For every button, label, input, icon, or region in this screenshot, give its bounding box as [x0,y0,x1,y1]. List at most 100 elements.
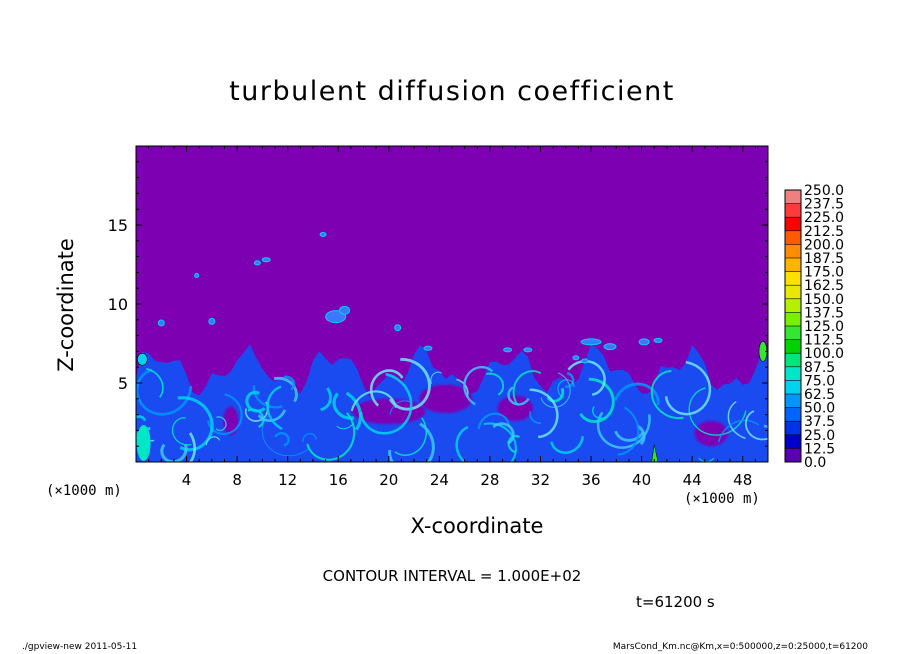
eddy-streak [591,406,611,420]
colorbar-label: 0.0 [804,455,826,471]
colorbar-swatch [785,448,801,462]
eddy-streak [430,371,442,384]
eddy-streak [388,422,435,462]
colorbar-swatch [785,271,801,286]
colorbar-swatch [785,258,801,272]
eddy-streak [664,360,712,416]
x-tick-label: 36 [581,471,600,489]
eddy-streak [492,422,515,445]
colorbar-label: 175.0 [804,265,844,281]
turbulent-spot [325,310,347,324]
colorbar-label: 112.5 [804,333,844,349]
colorbar-swatch [785,244,801,258]
colorbar-swatch [785,326,801,340]
eddy-streak [529,411,541,424]
eddy-streak [617,406,640,456]
x-unit-label-right: (×1000 m) [684,491,760,507]
eddy-streak [744,410,768,441]
turbulent-spot [653,337,663,343]
eddy-streak [512,370,542,405]
calm-region [223,406,239,436]
colorbar-label: 162.5 [804,278,844,294]
colorbar: 250.0237.5225.0212.5200.0187.5175.0162.5… [784,183,844,471]
eddy-streak [350,390,397,412]
x-tick-label: 44 [683,471,702,489]
eddy-streak [507,386,530,406]
turbulent-spot [581,358,589,364]
x-tick-label: 20 [379,471,398,489]
eddy-streak [507,434,520,454]
colorbar-label: 37.5 [804,414,835,430]
eddy-streak [283,375,296,391]
y-axis-ticks: 5 10 15 [108,161,768,447]
x-tick-label: 28 [480,471,499,489]
time-label: t=61200 s [636,593,715,611]
colorbar-label: 75.0 [804,373,835,389]
eddy-streak [456,378,469,398]
colorbar-label: 150.0 [804,292,844,308]
footer-data-source: MarsCond_Km.nc@Km,x=0:500000,z=0:25000,t… [612,642,868,652]
eddy-streak [567,359,606,396]
x-axis-ticks: 4 8 12 16 20 24 28 32 36 40 44 48 [148,146,756,489]
colorbar-swatch [785,394,801,408]
colorbar-swatch [785,312,801,326]
colorbar-swatch [785,190,801,204]
eddy-streak [486,372,505,396]
eddy-streak [332,392,355,420]
eddy-streak [550,435,585,454]
turbulent-spot [253,260,261,266]
x-unit-label-left: (×1000 m) [46,483,122,499]
eddy-streak [369,369,404,407]
x-tick-label: 48 [733,471,752,489]
eddy-streak [136,368,193,416]
y-tick-label: 15 [108,216,128,235]
turbulent-spot [339,305,351,315]
turbulent-spot [261,257,271,263]
footer-program-date: ./gpview-new 2011-05-11 [22,642,138,652]
colorbar-label: 50.0 [804,401,835,417]
colorbar-swatch [785,407,801,422]
eddy-streak [389,400,412,415]
x-tick-label: 4 [182,471,192,489]
colorbar-label: 250.0 [804,183,844,199]
colorbar-label: 25.0 [804,428,835,444]
turbulent-field [136,231,768,462]
eddy-streak [188,432,197,462]
colorbar-swatch [785,230,801,245]
colorbar-label: 12.5 [804,441,835,457]
colorbar-label: 62.5 [804,387,835,403]
eddy-streak [529,388,559,439]
eddy-streak [245,390,266,413]
turbulent-spot [194,273,200,279]
eddy-streak [345,391,363,431]
eddy-streak [636,424,646,446]
colorbar-label: 87.5 [804,360,835,376]
calm-region [419,384,473,414]
x-tick-label: 32 [531,471,550,489]
turbulent-spot [638,338,650,346]
colorbar-label: 125.0 [804,319,844,335]
eddy-streak [359,372,413,435]
y-tick-label: 5 [118,374,128,393]
eddy-streak [540,372,571,408]
colorbar-swatch [785,434,801,449]
eddy-streak [557,379,575,399]
green-spike [651,444,659,462]
turbulent-spot [423,345,433,351]
turbulent-spot [503,347,513,353]
colorbar-swatch [785,285,801,299]
colorbar-label: 212.5 [804,224,844,240]
colorbar-swatch [785,421,801,435]
x-axis-label: X-coordinate [410,514,544,538]
eddy-streak [205,436,221,446]
turbulent-spot [523,347,533,353]
eddy-streak [215,416,227,432]
eddy-streak [274,431,290,447]
colorbar-label: 137.5 [804,305,844,321]
colorbar-swatch [785,380,801,394]
colorbar-label: 225.0 [804,210,844,226]
eddy-streak [266,385,283,431]
colorbar-label: 100.0 [804,346,844,362]
eddy-streak [177,396,214,452]
eddy-streak [613,382,660,406]
